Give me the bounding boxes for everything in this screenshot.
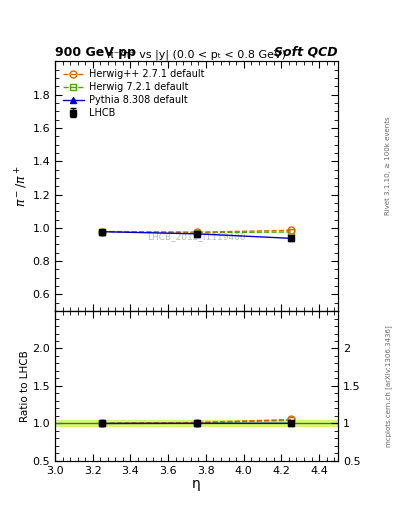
Text: 900 GeV pp: 900 GeV pp — [55, 46, 136, 59]
Herwig 7.2.1 default — [100, 228, 105, 234]
Bar — [55, 420, 338, 426]
Line: Pythia 8.308 default: Pythia 8.308 default — [99, 228, 294, 242]
Pythia 8.308 default — [100, 228, 105, 234]
Title: π⁻/π⁺ vs |y| (0.0 < pₜ < 0.8 GeV): π⁻/π⁺ vs |y| (0.0 < pₜ < 0.8 GeV) — [107, 49, 286, 60]
Pythia 8.308 default — [194, 231, 199, 237]
Y-axis label: Ratio to LHCB: Ratio to LHCB — [20, 350, 29, 422]
Line: Herwig++ 2.7.1 default: Herwig++ 2.7.1 default — [99, 227, 294, 236]
Herwig++ 2.7.1 default — [100, 228, 105, 234]
Text: LHCB_2012_I1119400: LHCB_2012_I1119400 — [147, 231, 246, 241]
Text: Rivet 3.1.10, ≥ 100k events: Rivet 3.1.10, ≥ 100k events — [385, 116, 391, 215]
Y-axis label: $\pi^-/\pi^+$: $\pi^-/\pi^+$ — [13, 165, 29, 207]
Pythia 8.308 default — [288, 235, 293, 241]
Herwig 7.2.1 default — [288, 229, 293, 235]
Line: Herwig 7.2.1 default: Herwig 7.2.1 default — [99, 228, 294, 236]
Text: mcplots.cern.ch [arXiv:1306.3436]: mcplots.cern.ch [arXiv:1306.3436] — [385, 325, 392, 447]
Herwig 7.2.1 default — [194, 229, 199, 236]
Legend: Herwig++ 2.7.1 default, Herwig 7.2.1 default, Pythia 8.308 default, LHCB: Herwig++ 2.7.1 default, Herwig 7.2.1 def… — [60, 66, 208, 121]
Herwig++ 2.7.1 default — [194, 229, 199, 235]
Herwig++ 2.7.1 default — [288, 227, 293, 233]
X-axis label: η: η — [192, 477, 201, 491]
Text: Soft QCD: Soft QCD — [274, 46, 338, 59]
